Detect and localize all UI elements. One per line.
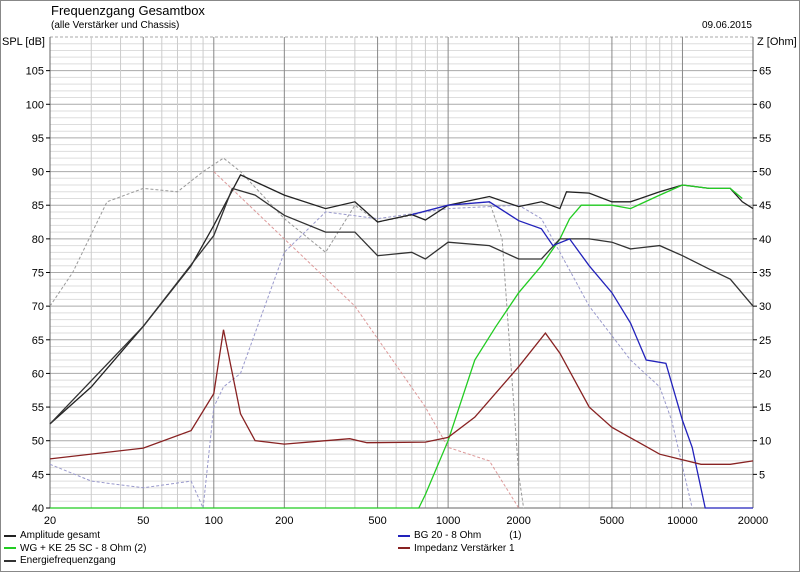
legend-label: BG 20 - 8 Ohm <box>414 530 482 541</box>
y-tick-label: 50 <box>32 436 44 448</box>
y-tick-label: 45 <box>32 469 44 481</box>
series-energiefrequenzgang <box>49 187 754 425</box>
series-wg-ke-25-sc-8-ohm-2- <box>50 184 743 509</box>
y-axis-title: SPL [dB] <box>2 36 45 48</box>
y-tick-label: 85 <box>32 200 44 212</box>
y2-tick-label: 10 <box>759 436 771 448</box>
y-tick-label: 105 <box>26 66 44 78</box>
legend-swatch <box>398 547 410 549</box>
legend-label: WG + KE 25 SC - 8 Ohm (2) <box>20 542 147 554</box>
legend-item: WG + KE 25 SC - 8 Ohm (2) <box>4 543 146 554</box>
x-tick-label: 100 <box>205 515 223 527</box>
y-tick-label: 70 <box>32 301 44 313</box>
legend-swatch <box>4 547 16 549</box>
legend-swatch <box>4 559 16 562</box>
reference-curve <box>49 204 693 510</box>
y2-tick-label: 45 <box>759 200 771 212</box>
y-tick-label: 40 <box>32 503 44 515</box>
legend-item: BG 20 - 8 Ohm (1) <box>398 530 521 541</box>
y2-tick-label: 35 <box>759 268 771 280</box>
y-tick-label: 80 <box>32 234 44 246</box>
legend-tag: (1) <box>509 530 522 541</box>
y-tick-label: 65 <box>32 335 44 347</box>
legend-item: Impedanz Verstärker 1 <box>398 543 515 554</box>
y2-tick-label: 60 <box>759 99 771 111</box>
chart-subtitle: (alle Verstärker und Chassis) <box>51 20 180 31</box>
legend-swatch <box>398 534 410 537</box>
legend-label: Amplitude gesamt <box>20 530 101 541</box>
x-tick-label: 10000 <box>667 515 698 527</box>
series-amplitude-gesamt <box>49 174 754 425</box>
x-tick-label: 500 <box>368 515 386 527</box>
y2-tick-label: 20 <box>759 368 771 380</box>
y2-tick-label: 30 <box>759 301 771 313</box>
chart-title: Frequenzgang Gesamtbox <box>51 3 205 18</box>
x-tick-label: 200 <box>275 515 293 527</box>
y-tick-label: 100 <box>26 99 44 111</box>
legend-item: Energiefrequenzgang <box>4 555 116 566</box>
y2-tick-label: 40 <box>759 234 771 246</box>
y-tick-label: 55 <box>32 402 44 414</box>
x-tick-label: 2000 <box>506 515 530 527</box>
legend-label: Energiefrequenzgang <box>20 555 116 566</box>
y2-tick-label: 5 <box>759 469 765 481</box>
reference-curve <box>213 171 520 509</box>
x-tick-label: 5000 <box>600 515 624 527</box>
y-tick-label: 75 <box>32 268 44 280</box>
y2-tick-label: 65 <box>759 66 771 78</box>
series-bg-20-8-ohm <box>411 201 753 509</box>
x-tick-label: 20000 <box>738 515 769 527</box>
x-tick-label: 50 <box>137 515 149 527</box>
series-impedanz-verst-rker-1 <box>49 329 754 465</box>
y2-tick-label: 55 <box>759 133 771 145</box>
legend-item: Amplitude gesamt <box>4 530 100 541</box>
y2-tick-label: 25 <box>759 335 771 347</box>
y-tick-label: 90 <box>32 167 44 179</box>
y2-tick-label: 50 <box>759 167 771 179</box>
legend-label: Impedanz Verstärker 1 <box>414 542 515 554</box>
y2-tick-label: 15 <box>759 402 771 414</box>
legend-swatch <box>4 534 16 537</box>
reference-curve <box>49 157 525 509</box>
x-tick-label: 20 <box>44 515 56 527</box>
x-tick-label: 1000 <box>436 515 460 527</box>
chart-date: 09.06.2015 <box>701 20 752 31</box>
y-tick-label: 60 <box>32 368 44 380</box>
y-tick-label: 95 <box>32 133 44 145</box>
y2-axis-title: Z [Ohm] <box>757 36 797 48</box>
